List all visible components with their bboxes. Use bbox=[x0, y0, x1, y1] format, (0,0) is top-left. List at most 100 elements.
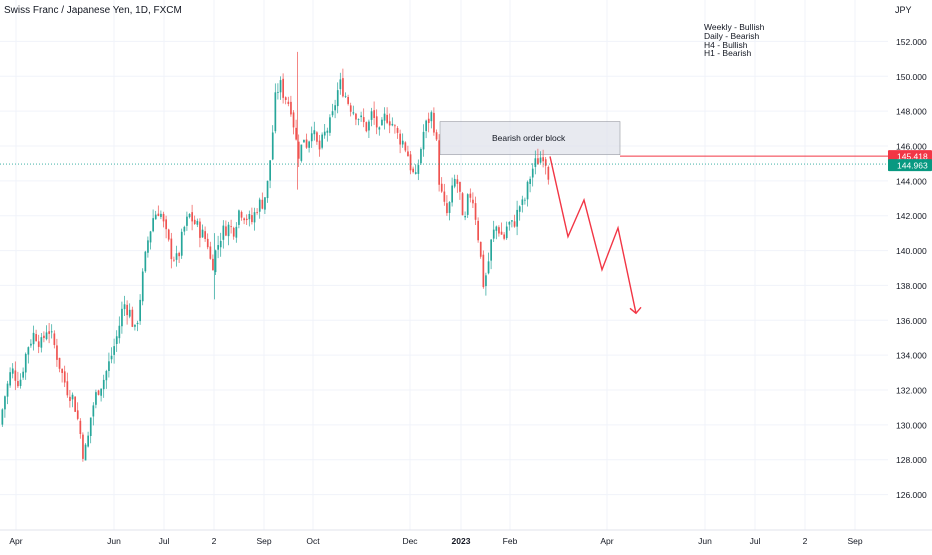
candle-body bbox=[149, 231, 152, 243]
candle-body bbox=[17, 381, 19, 387]
candle-body bbox=[386, 114, 388, 123]
candle-body bbox=[84, 444, 87, 461]
candle-body bbox=[37, 341, 40, 347]
candle-body bbox=[230, 226, 232, 228]
candle-body bbox=[526, 181, 529, 200]
candle-body bbox=[97, 390, 100, 395]
candle-body bbox=[264, 197, 266, 210]
candle-body bbox=[412, 168, 414, 173]
order-block-layer: Bearish order block bbox=[439, 121, 621, 156]
candle-body bbox=[71, 394, 74, 400]
candle-body bbox=[269, 160, 271, 181]
y-tick-label: 134.000 bbox=[896, 351, 927, 361]
candle-body bbox=[435, 132, 438, 140]
x-tick-label: 2023 bbox=[452, 536, 471, 546]
candle-body bbox=[539, 157, 542, 163]
candle-body bbox=[6, 383, 9, 397]
candle-body bbox=[310, 133, 313, 142]
candle-body bbox=[253, 212, 256, 223]
candle-body bbox=[261, 199, 264, 209]
candle-body bbox=[206, 238, 209, 248]
time-axis[interactable]: Apr Jun Jul 2 Sep Oct Dec 2023 Feb Apr Jun Jul 2 Sep bbox=[0, 529, 932, 546]
candle-body bbox=[11, 368, 14, 374]
candle-body bbox=[279, 80, 282, 93]
candle-body bbox=[199, 221, 201, 238]
y-tick-label: 152.000 bbox=[896, 37, 927, 47]
candle-body bbox=[1, 409, 4, 425]
candle-body bbox=[500, 231, 503, 235]
y-tick-label: 130.000 bbox=[896, 420, 927, 430]
candle-body bbox=[440, 183, 443, 192]
candle-body bbox=[225, 226, 227, 236]
candle-body bbox=[349, 105, 352, 112]
y-tick-label: 144.000 bbox=[896, 176, 927, 186]
order-block-rect bbox=[439, 121, 621, 156]
bias-notes: Weekly - Bullish Daily - Bearish H4 - Bu… bbox=[704, 23, 764, 58]
candle-body bbox=[334, 105, 336, 111]
candle-body bbox=[399, 133, 401, 145]
candle-body bbox=[113, 346, 115, 355]
candle-body bbox=[316, 132, 318, 142]
projection-arrowhead bbox=[629, 306, 642, 315]
candle-body bbox=[115, 336, 118, 344]
candle-body bbox=[518, 206, 521, 212]
candle-body bbox=[321, 134, 323, 148]
candle-body bbox=[505, 226, 508, 239]
candle-body bbox=[531, 168, 534, 178]
bias-note-daily: Daily - Bearish bbox=[704, 30, 760, 41]
candle-body bbox=[381, 119, 383, 126]
candle-body bbox=[266, 180, 269, 199]
candle-body bbox=[407, 151, 409, 157]
candle-body bbox=[477, 220, 479, 241]
candle-body bbox=[469, 193, 472, 198]
candle-body bbox=[313, 130, 316, 135]
candle-body bbox=[123, 304, 126, 310]
candle-body bbox=[375, 116, 378, 128]
candle-body bbox=[45, 332, 48, 340]
candle-body bbox=[456, 179, 459, 184]
bias-note-h4: H4 - Bullish bbox=[704, 39, 748, 50]
candle-body bbox=[362, 117, 365, 123]
y-tick-label: 126.000 bbox=[896, 490, 927, 500]
candle-body bbox=[180, 231, 183, 256]
candle-body bbox=[14, 370, 17, 381]
candle-body bbox=[134, 324, 136, 327]
candle-body bbox=[492, 229, 495, 239]
candle-body bbox=[35, 334, 37, 341]
candle-body bbox=[508, 222, 511, 225]
bias-note-h1: H1 - Bearish bbox=[704, 48, 752, 59]
candle-body bbox=[24, 353, 27, 373]
candle-body bbox=[295, 127, 297, 140]
candle-body bbox=[360, 115, 362, 118]
candle-body bbox=[282, 78, 284, 98]
candle-body bbox=[173, 259, 175, 261]
candle-body bbox=[318, 140, 321, 150]
y-tick-label: 150.000 bbox=[896, 72, 927, 82]
candle-body bbox=[446, 203, 448, 214]
candle-body bbox=[394, 125, 396, 127]
candle-body bbox=[136, 322, 139, 325]
x-tick-label: Feb bbox=[503, 536, 518, 546]
candle-body bbox=[277, 91, 279, 93]
candle-body bbox=[516, 209, 518, 227]
candle-body bbox=[74, 396, 76, 412]
candle-body bbox=[344, 95, 347, 97]
candle-body bbox=[357, 119, 360, 120]
x-tick-label: Jul bbox=[750, 536, 761, 546]
candle-body bbox=[219, 240, 222, 248]
candle-body bbox=[118, 325, 121, 339]
candle-body bbox=[347, 97, 349, 104]
candle-body bbox=[487, 261, 490, 274]
candle-body bbox=[160, 213, 162, 217]
candle-body bbox=[544, 159, 547, 166]
x-tick-label: Sep bbox=[256, 536, 271, 546]
candle-body bbox=[201, 229, 204, 238]
candle-body bbox=[105, 370, 108, 381]
candle-body bbox=[108, 361, 110, 371]
candle-body bbox=[521, 199, 524, 205]
price-axis[interactable]: 126.000 128.000 130.000 132.000 134.000 136.0… bbox=[888, 37, 932, 500]
x-tick-label: Jul bbox=[159, 536, 170, 546]
candle-body bbox=[167, 229, 170, 240]
